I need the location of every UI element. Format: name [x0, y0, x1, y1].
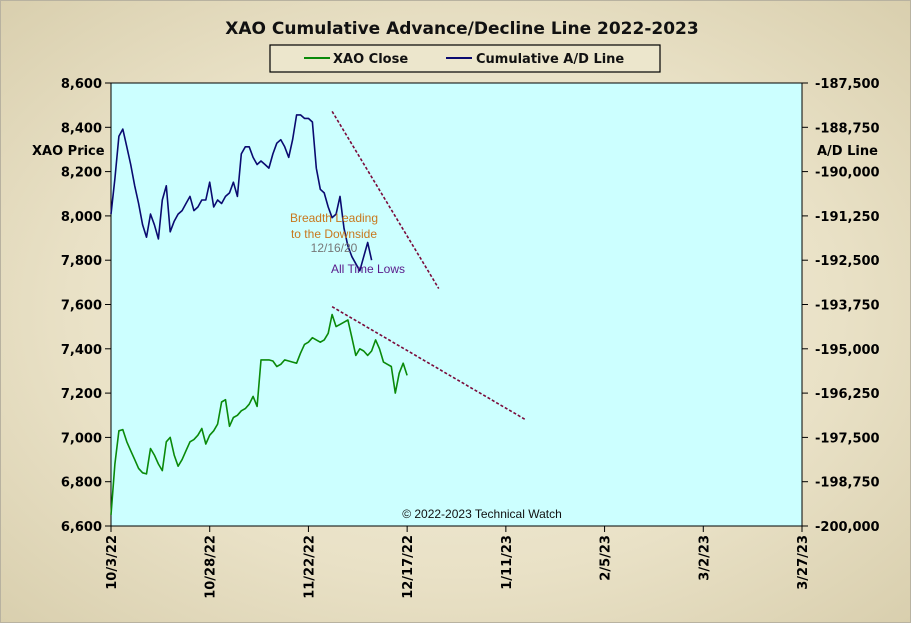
left-tick-label: 6,600 [61, 520, 102, 535]
trendline-1 [331, 110, 440, 289]
annotation-breadth-1: Breadth Leading [290, 211, 378, 225]
left-tick-label: 7,400 [61, 343, 102, 358]
series-lines [110, 110, 527, 515]
trendline-2 [331, 306, 527, 421]
left-tick-label: 8,600 [61, 77, 102, 92]
right-tick-label: -191,250 [815, 210, 880, 225]
left-tick-label: 7,200 [61, 387, 102, 402]
x-tick-label: 12/17/22 [401, 535, 416, 599]
left-tick-label: 8,200 [61, 166, 102, 181]
series-xao-close [110, 313, 408, 515]
right-tick-label: -188,750 [815, 121, 880, 136]
legend-xao-label: XAO Close [333, 52, 408, 67]
annotation-breadth-2: to the Downside [291, 227, 377, 241]
right-tick-label: -193,750 [815, 299, 880, 314]
copyright: © 2022-2023 Technical Watch [402, 507, 562, 521]
right-tick-label: -192,500 [815, 254, 880, 269]
right-tick-label: -190,000 [815, 166, 880, 181]
legend-ad-label: Cumulative A/D Line [476, 52, 624, 67]
right-axis-label: A/D Line [817, 144, 878, 159]
right-tick-label: -196,250 [815, 387, 880, 402]
annotation-all-time-lows: All Time Lows [331, 262, 405, 276]
legend: XAO Close Cumulative A/D Line [269, 44, 661, 73]
left-tick-label: 6,800 [61, 476, 102, 491]
x-tick-label: 1/11/23 [500, 535, 515, 590]
x-tick-label: 10/3/22 [105, 535, 120, 590]
x-tick-label: 10/28/22 [204, 535, 219, 599]
left-tick-label: 7,000 [61, 431, 102, 446]
x-tick-label: 3/27/23 [796, 535, 811, 590]
x-tick-label: 2/5/23 [599, 535, 614, 581]
x-tick-label: 3/2/23 [697, 535, 712, 581]
left-tick-label: 8,400 [61, 121, 102, 136]
annotation-date: 12/16/20 [311, 241, 358, 255]
right-tick-label: -187,500 [815, 77, 880, 92]
right-tick-label: -198,750 [815, 476, 880, 491]
chart-title: XAO Cumulative Advance/Decline Line 2022… [225, 19, 698, 39]
plot-area [110, 82, 803, 527]
axis-ticks: 8,600 8,400 8,200 8,000 7,800 7,600 7,400 7,200… [61, 77, 880, 599]
x-tick-label: 11/22/22 [302, 535, 317, 599]
left-tick-label: 7,600 [61, 299, 102, 314]
annotations: Breadth Leading to the Downside 12/16/20… [290, 211, 405, 276]
left-tick-label: 8,000 [61, 210, 102, 225]
left-tick-label: 7,800 [61, 254, 102, 269]
right-tick-label: -200,000 [815, 520, 880, 535]
right-tick-label: -197,500 [815, 431, 880, 446]
right-tick-label: -195,000 [815, 343, 880, 358]
left-axis-label: XAO Price [32, 144, 105, 159]
series-cumulative-ad-line [110, 114, 373, 272]
